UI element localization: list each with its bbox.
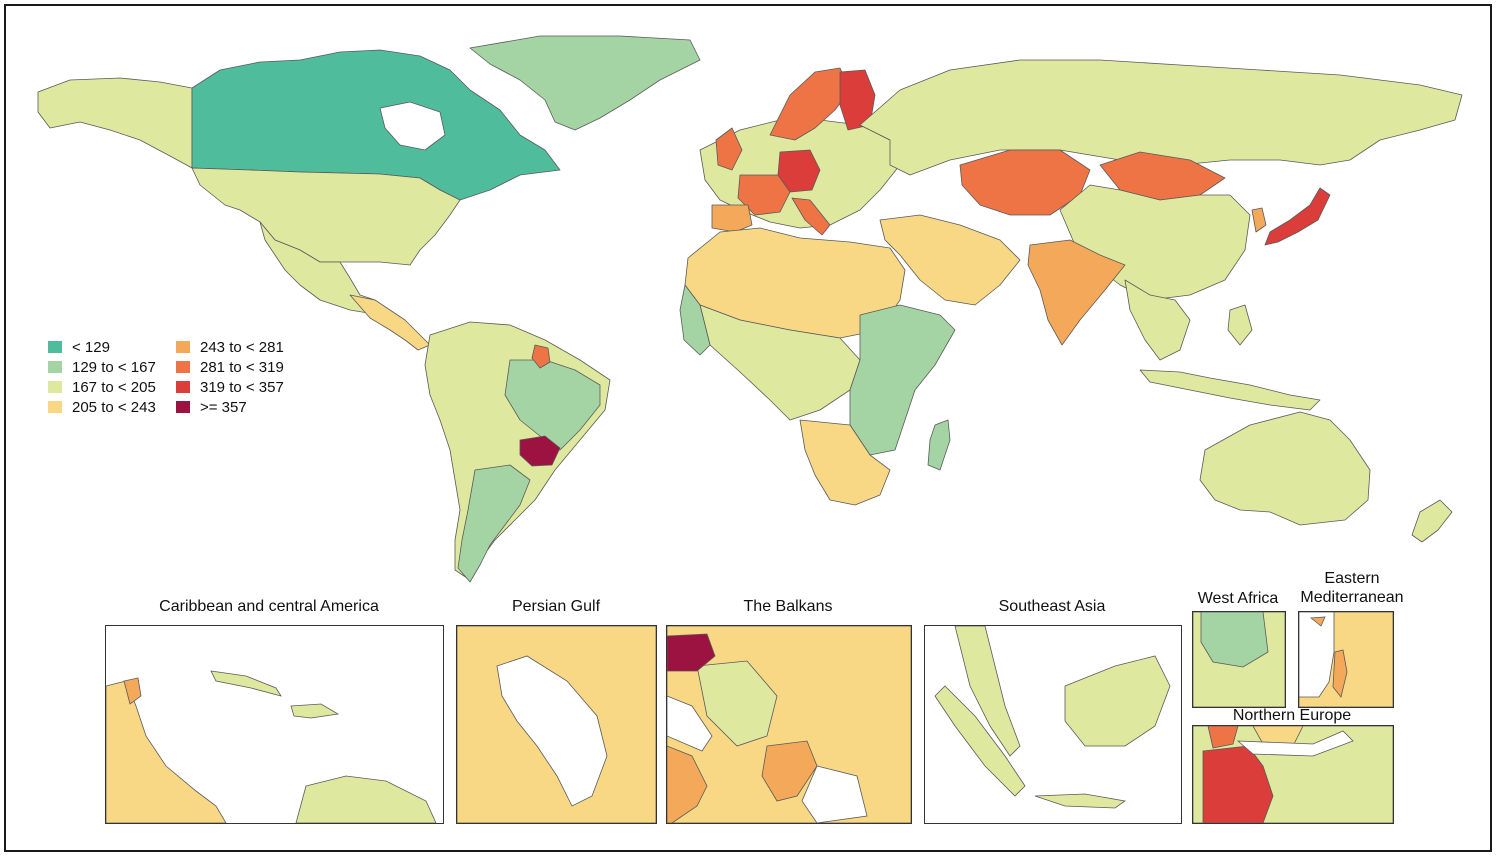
legend-swatch	[176, 341, 190, 353]
region-southern-africa	[799, 419, 891, 506]
region-east-africa	[849, 304, 956, 456]
region-india	[1027, 239, 1126, 346]
region-southern-italy	[667, 745, 708, 823]
region-central-america	[349, 294, 431, 351]
legend-swatch	[176, 401, 190, 413]
region-denmark	[1207, 726, 1239, 749]
region-java	[1034, 793, 1127, 809]
hudson-bay	[379, 101, 446, 151]
inset-caribbean	[105, 625, 444, 824]
legend-label: 281 to < 319	[200, 358, 284, 376]
region-balkans-west	[696, 660, 778, 747]
inset-west-africa	[1192, 611, 1286, 708]
region-cyprus	[1309, 616, 1326, 627]
region-russia	[859, 59, 1463, 176]
inset-title-eastern-mediterranean: Eastern Mediterranean	[1300, 570, 1404, 606]
region-middle-east	[879, 214, 1021, 306]
region-argentina	[457, 464, 531, 583]
legend-item: 167 to < 205	[48, 378, 156, 396]
legend-item: 243 to < 281	[176, 338, 284, 356]
region-cuba	[210, 670, 282, 697]
figure-frame	[4, 4, 1492, 852]
legend-swatch	[48, 401, 62, 413]
region-madagascar	[927, 419, 951, 471]
inset-title-balkans: The Balkans	[743, 598, 833, 615]
legend-swatch	[48, 381, 62, 393]
region-philippines	[1227, 304, 1253, 346]
inset-title-northern-europe: Northern Europe	[1232, 707, 1352, 724]
map-legend: < 129 129 to < 167 167 to < 205 205 to <…	[48, 338, 318, 418]
legend-label: 205 to < 243	[72, 398, 156, 416]
region-borneo	[1064, 655, 1171, 747]
region-sahel	[699, 304, 861, 421]
region-sumatra	[934, 685, 1026, 797]
region-brazil-center	[519, 435, 561, 467]
adriatic-sea	[667, 695, 713, 752]
inset-northern-europe	[1192, 725, 1394, 824]
region-austria	[667, 633, 716, 672]
region-new-zealand	[1411, 499, 1453, 543]
inset-eastern-mediterranean	[1298, 611, 1394, 708]
legend-swatch	[48, 341, 62, 353]
region-israel	[1332, 649, 1348, 698]
legend-item: 129 to < 167	[48, 358, 156, 376]
legend-item: 319 to < 357	[176, 378, 284, 396]
region-greenland	[469, 35, 701, 131]
region-yucatan	[123, 677, 142, 705]
legend-item: >= 357	[176, 398, 247, 416]
legend-label: 319 to < 357	[200, 378, 284, 396]
legend-label: 129 to < 167	[72, 358, 156, 376]
region-australia	[1199, 411, 1371, 526]
legend-swatch	[48, 361, 62, 373]
inset-title-southeast-asia: Southeast Asia	[998, 598, 1106, 615]
region-colombia	[295, 775, 437, 823]
region-southeast-asia	[1124, 279, 1191, 361]
legend-item: < 129	[48, 338, 110, 356]
baltic-sea	[1236, 730, 1354, 757]
legend-label: < 129	[72, 338, 110, 356]
region-italy	[791, 197, 831, 236]
region-korea	[1251, 207, 1267, 233]
inset-title-persian-gulf: Persian Gulf	[511, 598, 601, 615]
region-brazil-east	[504, 359, 601, 451]
region-malay-peninsula	[954, 626, 1021, 757]
region-japan	[1264, 187, 1331, 246]
inset-title-west-africa: West Africa	[1197, 590, 1279, 607]
legend-item: 281 to < 319	[176, 358, 284, 376]
region-senegal	[1200, 612, 1269, 668]
region-greece	[761, 740, 818, 802]
legend-swatch	[176, 361, 190, 373]
region-brazil-north	[531, 344, 551, 369]
legend-swatch	[176, 381, 190, 393]
region-alaska	[37, 77, 193, 169]
inset-balkans	[666, 625, 912, 824]
region-central-america	[106, 680, 227, 823]
region-spain	[711, 204, 753, 233]
region-uk	[715, 127, 743, 171]
gulf-water	[496, 655, 608, 807]
legend-item: 205 to < 243	[48, 398, 156, 416]
aegean-sea	[801, 765, 868, 823]
region-indonesia	[1139, 369, 1321, 411]
inset-persian-gulf	[456, 625, 657, 824]
region-france	[737, 174, 791, 216]
legend-label: >= 357	[200, 398, 247, 416]
inset-southeast-asia	[924, 625, 1182, 824]
inset-title-caribbean: Caribbean and central America	[159, 598, 379, 615]
region-usa	[191, 167, 461, 266]
region-kazakhstan	[959, 149, 1091, 216]
region-hispaniola	[290, 703, 340, 719]
legend-label: 167 to < 205	[72, 378, 156, 396]
mediterranean-sea	[1299, 612, 1335, 698]
region-west-africa	[679, 284, 711, 356]
legend-label: 243 to < 281	[200, 338, 284, 356]
